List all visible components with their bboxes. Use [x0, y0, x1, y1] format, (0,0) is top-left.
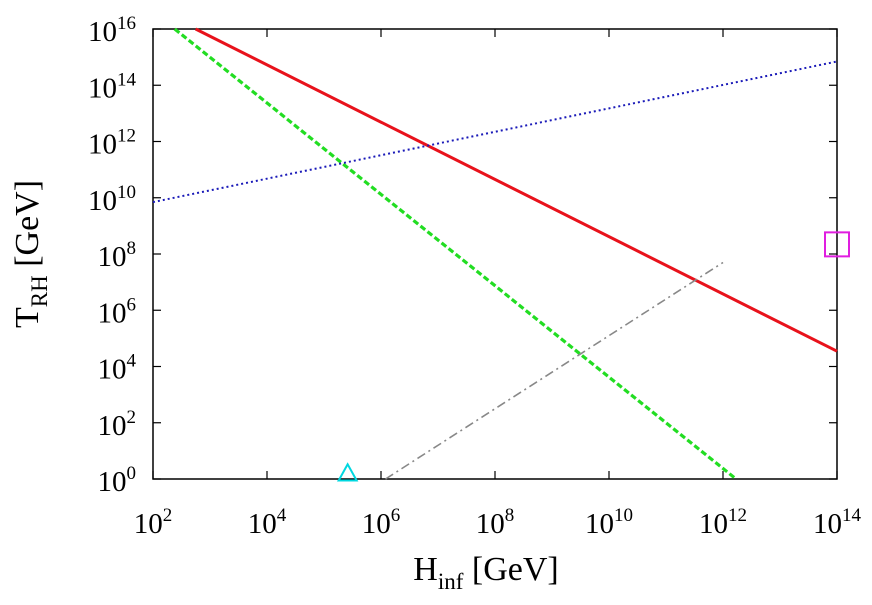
- y-tick-label-14: 1014: [88, 69, 137, 104]
- y-tick-label-10: 1010: [88, 182, 136, 217]
- x-tick-label-12: 1012: [699, 505, 747, 540]
- marker-magenta-square: [824, 231, 850, 258]
- y-axis-title-sub: RH: [27, 275, 52, 307]
- y-tick-label-16: 1016: [88, 13, 136, 48]
- y-axis-title: TRH [GeV]: [9, 180, 52, 328]
- plot-frame: [152, 28, 838, 480]
- y-axis-title-main: T: [9, 307, 46, 328]
- x-tick-label-10: 1010: [585, 505, 633, 540]
- x-tick-labels: 102 104 106 108 1010 1012 1014: [134, 505, 862, 540]
- y-tick-label-6: 106: [98, 294, 137, 329]
- x-tick-label-4: 104: [248, 505, 287, 540]
- y-tick-label-12: 1012: [88, 126, 136, 161]
- series-lines: [152, 27, 838, 481]
- x-tick-label-2: 102: [134, 505, 173, 540]
- y-tick-label-4: 104: [98, 351, 137, 386]
- tick-marks: [152, 28, 838, 480]
- series-blue-dotted: [152, 60, 838, 204]
- x-tick-label-6: 106: [362, 505, 401, 540]
- y-tick-label-8: 108: [98, 238, 137, 273]
- x-tick-label-8: 108: [476, 505, 515, 540]
- x-axis-title-unit: [GeV]: [463, 551, 558, 588]
- y-tick-label-2: 102: [98, 407, 137, 442]
- series-green-dashed: [173, 27, 738, 481]
- y-tick-label-0: 100: [98, 463, 137, 498]
- marker-cyan-triangle: [336, 462, 359, 482]
- x-tick-label-14: 1014: [813, 505, 862, 540]
- y-axis-title-unit: [GeV]: [9, 180, 46, 275]
- x-axis-title: Hinf [GeV]: [413, 551, 558, 594]
- markers: [336, 231, 850, 482]
- series-red-solid: [194, 27, 838, 353]
- y-tick-labels: 100 102 104 106 108 1010 1012 1014 1016: [88, 13, 137, 498]
- x-axis-title-main: H: [413, 551, 438, 588]
- series-gray-dashdot: [385, 261, 724, 480]
- x-axis-title-sub: inf: [438, 569, 464, 594]
